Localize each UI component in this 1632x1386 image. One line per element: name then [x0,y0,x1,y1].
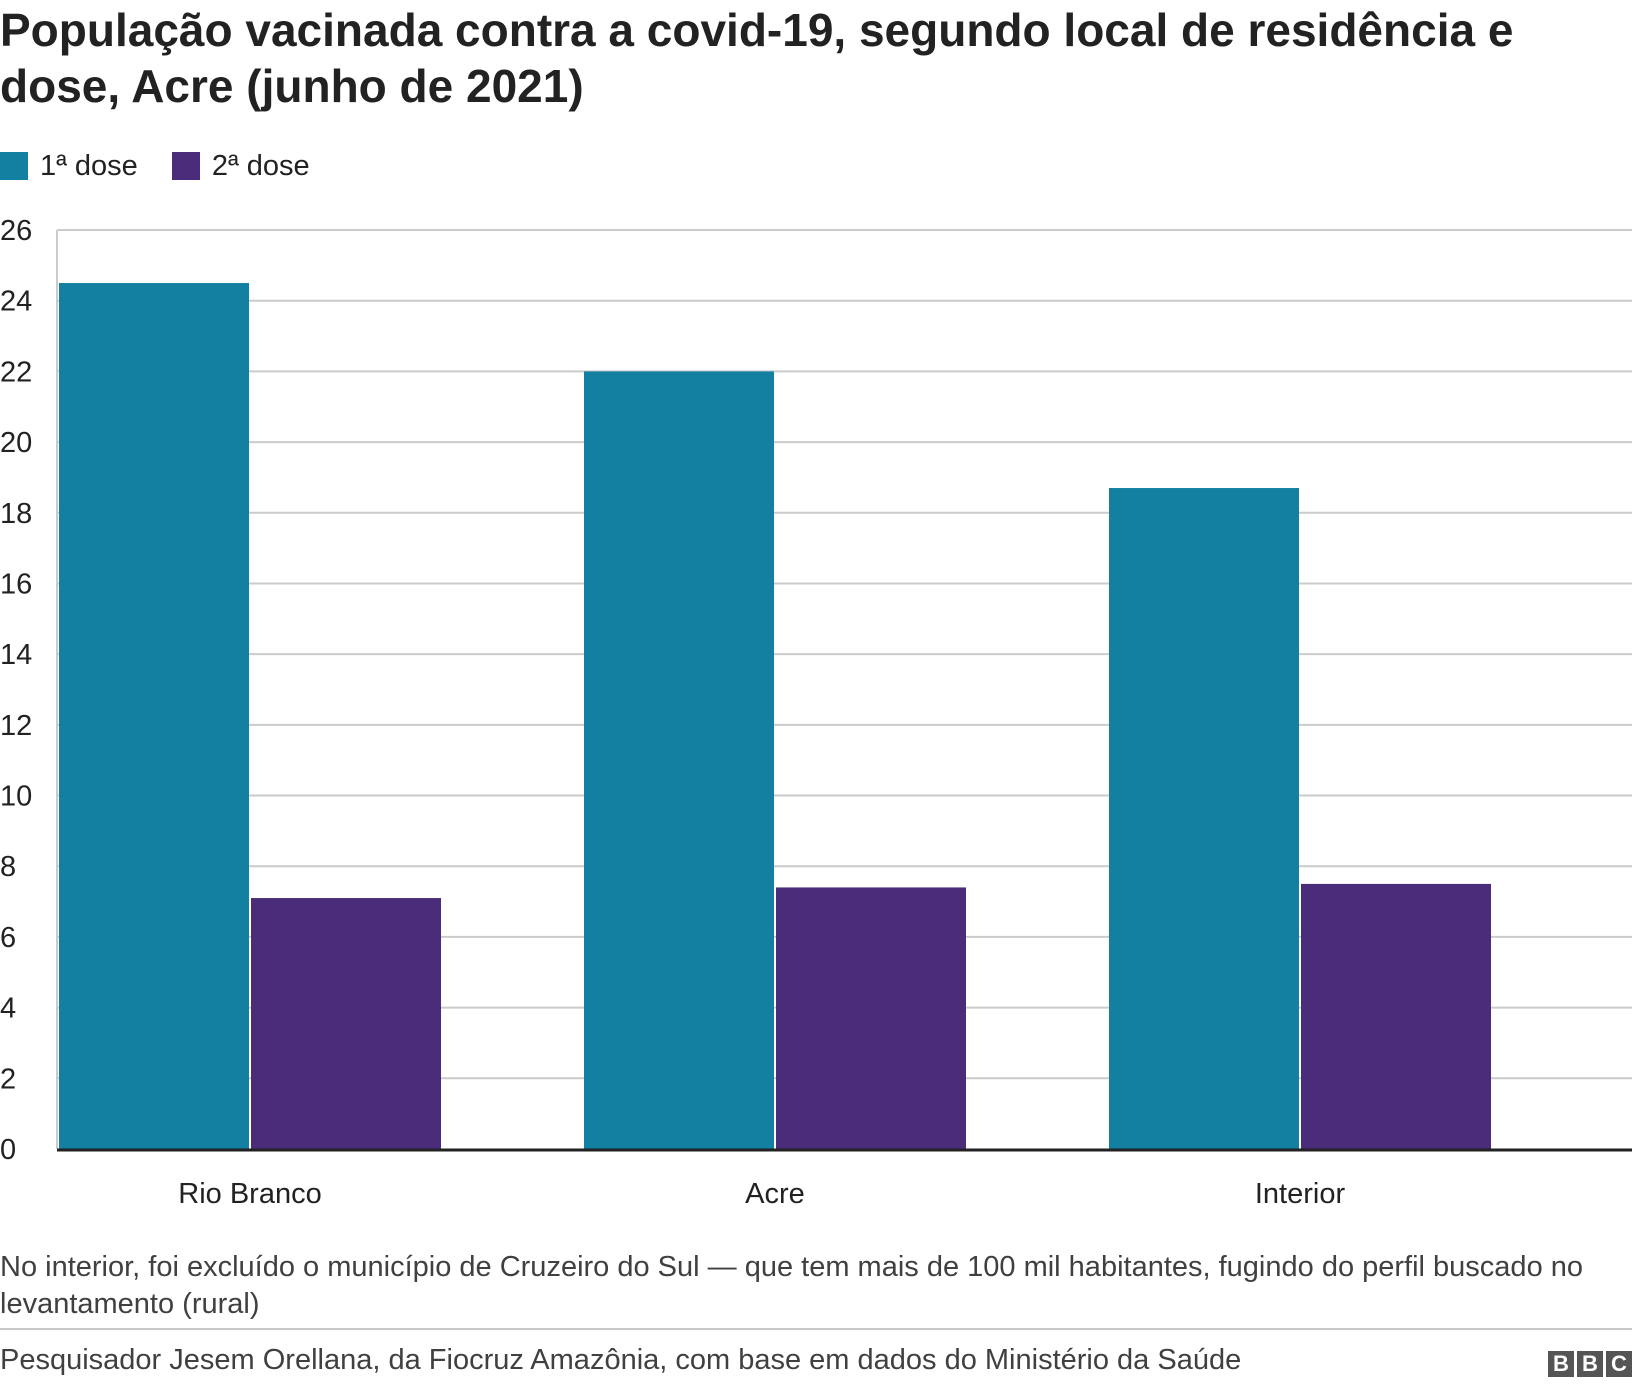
chart-note: No interior, foi excluído o município de… [0,1251,1584,1320]
legend-label-dose-2: 2ª dose [211,149,310,182]
bar [1109,488,1299,1149]
logo-letter: B [1577,1351,1603,1377]
y-tick-label: 4 [0,993,16,1025]
y-tick-label: 0 [0,1134,16,1166]
bar [1301,883,1491,1149]
bar [251,898,441,1149]
legend-item-dose-2: 2ª dose [171,149,310,183]
legend: 1ª dose 2ª dose [0,146,344,186]
y-tick-label: 22 [0,356,32,388]
legend-label-dose-1: 1ª dose [40,149,138,182]
y-tick-label: 24 [0,286,32,318]
y-tick-label: 6 [0,922,16,954]
x-tick-label: Rio Branco [178,1178,321,1210]
y-tick-label: 8 [0,851,16,883]
y-tick-label: 10 [0,781,32,813]
source-text: Pesquisador Jesem Orellana, da Fiocruz A… [0,1344,1242,1376]
y-tick-label: 16 [0,568,32,600]
y-tick-label: 20 [0,427,32,459]
y-tick-label: 12 [0,710,32,742]
x-tick-label: Interior [1255,1178,1346,1210]
y-tick-label: 2 [0,1063,16,1095]
y-tick-label: 18 [0,498,32,530]
bar [776,887,966,1149]
x-tick-label: Acre [745,1178,805,1210]
bar [584,371,774,1149]
legend-swatch-dose-1 [0,152,28,180]
logo-letter: C [1606,1351,1632,1377]
chart-title: População vacinada contra a covid-19, se… [0,4,1514,112]
bbc-logo: B B C [1545,1351,1632,1377]
footer-divider [0,1328,1632,1330]
y-tick-label: 14 [0,639,32,671]
logo-letter: B [1548,1351,1574,1377]
legend-swatch-dose-2 [171,152,200,180]
y-tick-label: 26 [0,215,32,247]
bar [59,283,249,1149]
legend-item-dose-1: 1ª dose [0,150,138,183]
